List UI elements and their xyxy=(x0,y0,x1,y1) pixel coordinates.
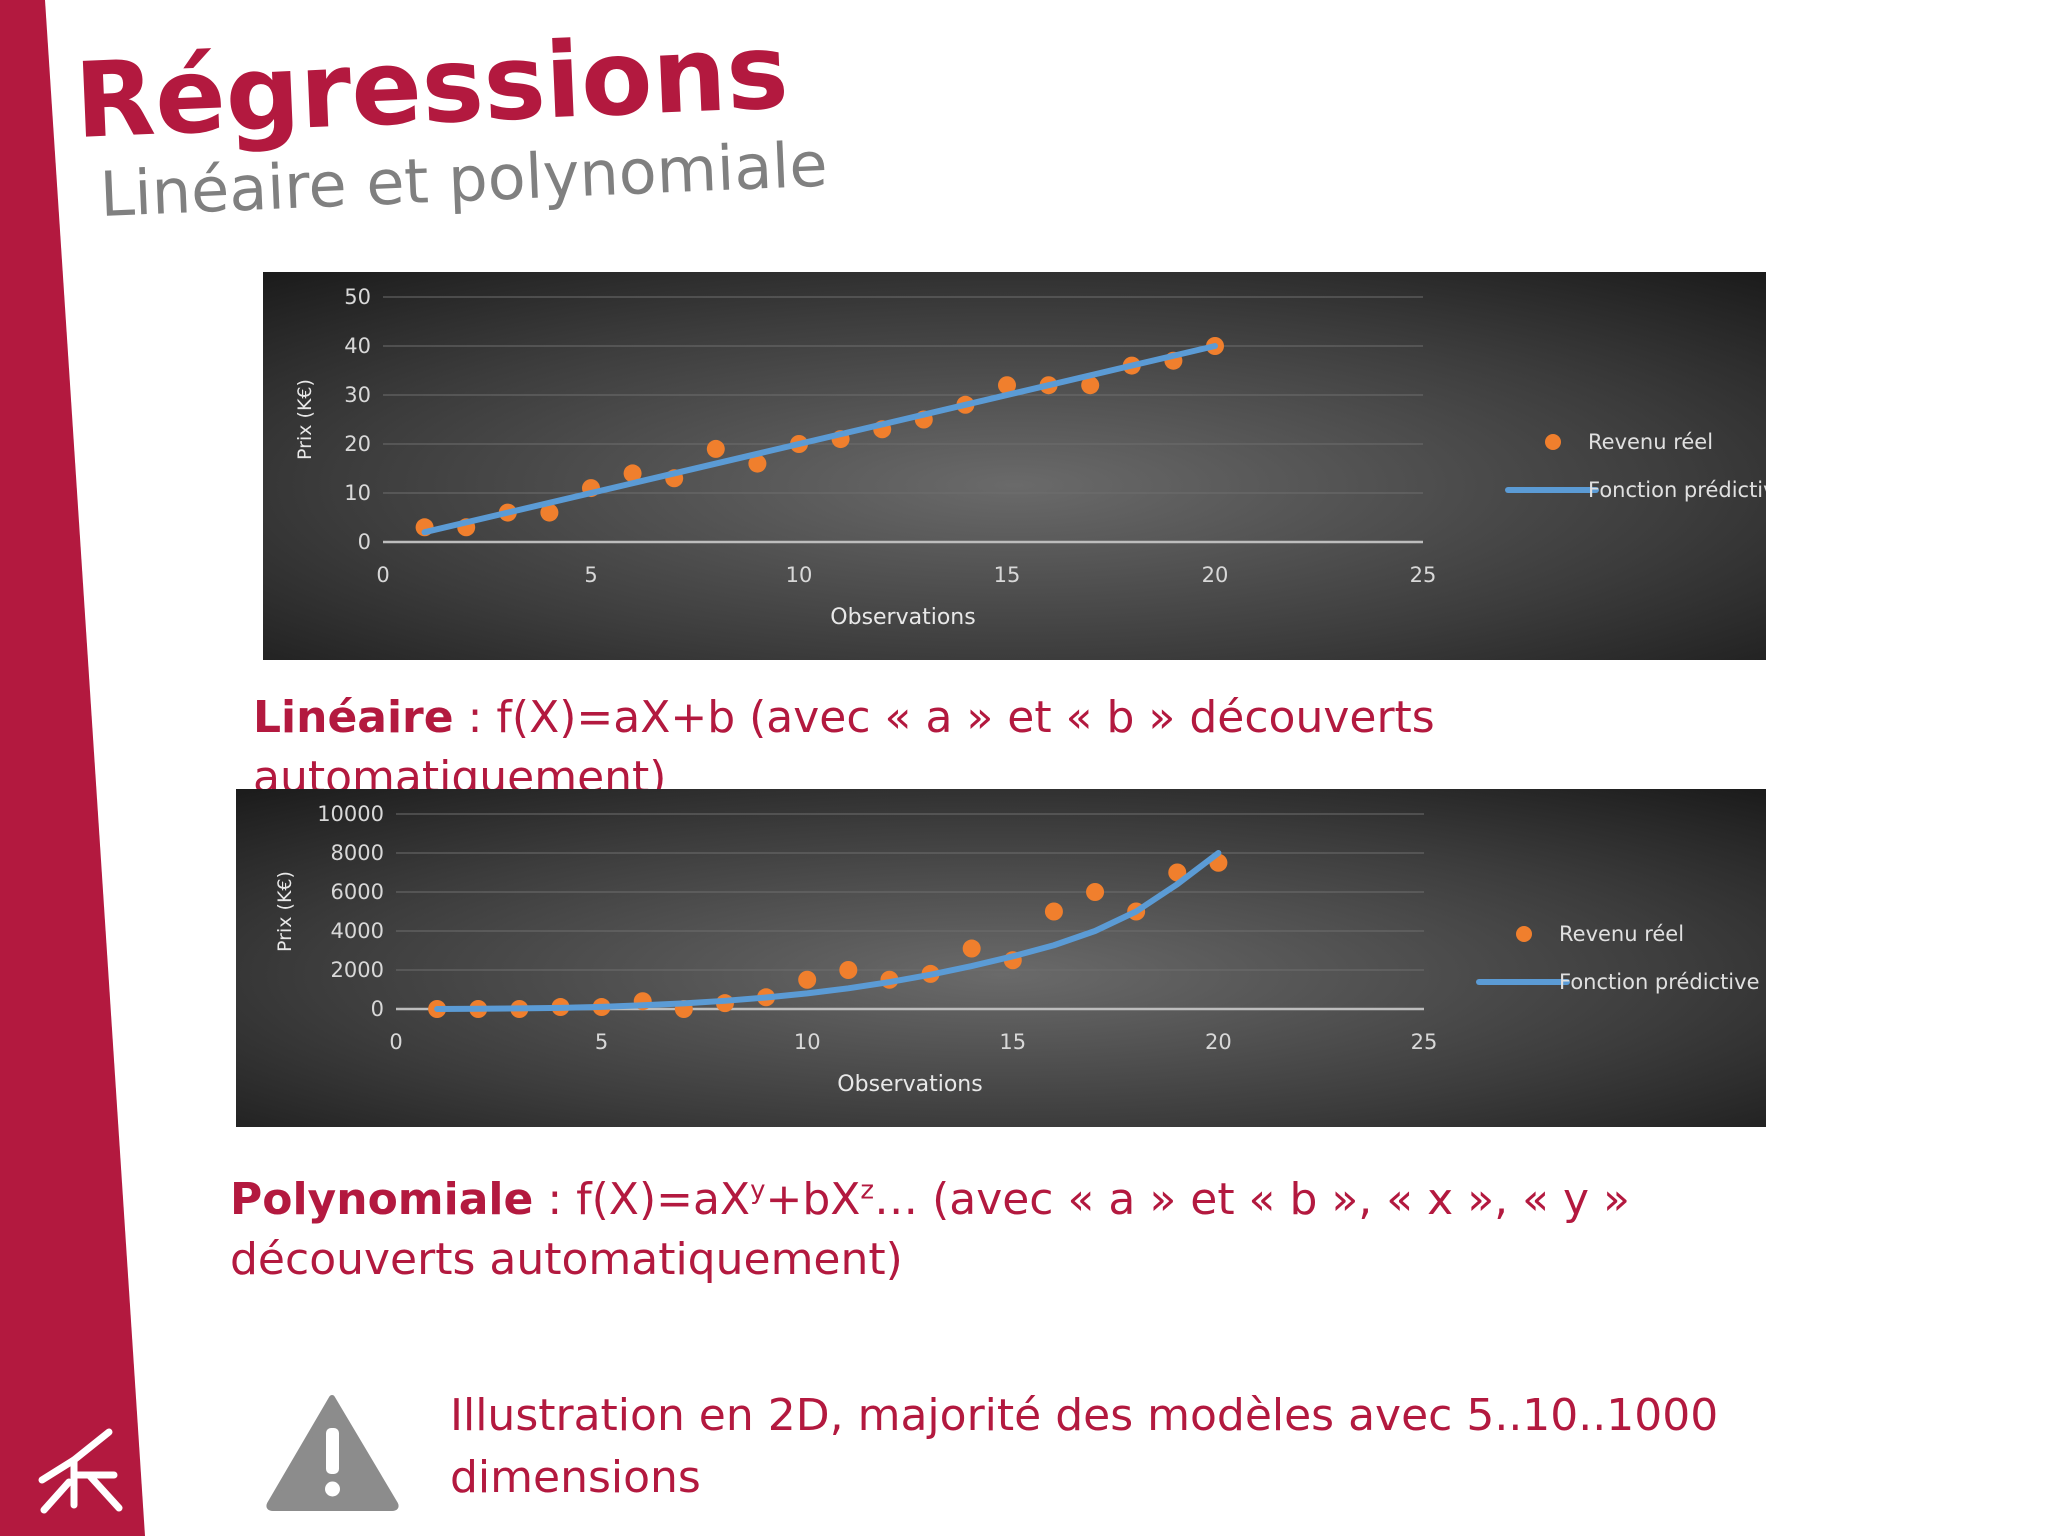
y-tick-label: 8000 xyxy=(331,841,384,865)
polynomial-caption-sup2: z xyxy=(860,1175,875,1206)
prediction-line xyxy=(434,850,1222,1012)
y-tick-label: 40 xyxy=(344,334,371,358)
data-point xyxy=(1081,376,1100,395)
prediction-line xyxy=(421,343,1218,536)
y-axis-label: Prix (K€) xyxy=(274,871,296,952)
data-point xyxy=(962,939,981,958)
x-tick-label: 20 xyxy=(1202,563,1229,587)
data-point xyxy=(748,454,767,473)
data-point xyxy=(1044,902,1063,921)
y-tick-label: 30 xyxy=(344,383,371,407)
y-tick-label: 2000 xyxy=(331,958,384,982)
x-tick-label: 15 xyxy=(994,563,1021,587)
y-tick-label: 50 xyxy=(344,285,371,309)
linear-chart: 0 10 20 30 40 50 0 5 10 15 20 25 Observations Prix (K… xyxy=(263,272,1766,660)
data-point xyxy=(1168,863,1187,882)
data-point xyxy=(706,439,725,458)
legend-label-line: Fonction prédictive xyxy=(1588,478,1766,502)
y-tick-label: 10 xyxy=(344,481,371,505)
logo-icon xyxy=(38,1428,123,1514)
polynomial-caption: Polynomiale : f(X)=aXy+bXz… (avec « a » … xyxy=(230,1170,1790,1290)
y-tick-label: 20 xyxy=(344,432,371,456)
x-tick-label: 5 xyxy=(584,563,597,587)
legend-label-scatter: Revenu réel xyxy=(1559,922,1684,946)
y-tick-label: 4000 xyxy=(331,919,384,943)
x-tick-label: 25 xyxy=(1410,563,1437,587)
x-tick-label: 25 xyxy=(1411,1030,1438,1054)
data-point xyxy=(839,961,858,979)
y-tick-label: 6000 xyxy=(331,880,384,904)
polynomial-chart: 0 2000 4000 6000 8000 10000 0 5 10 15 20 25 Observat… xyxy=(236,789,1766,1127)
polynomial-caption-part1: : f(X)=aX xyxy=(533,1174,751,1225)
data-point xyxy=(798,970,817,989)
y-tick-label: 0 xyxy=(358,530,371,554)
polynomial-caption-label: Polynomiale xyxy=(230,1174,534,1225)
x-tick-label: 5 xyxy=(595,1030,608,1054)
polynomial-caption-part3: … (avec « a » et « b », « x », « y » déc… xyxy=(230,1174,1630,1285)
x-tick-label: 15 xyxy=(999,1030,1026,1054)
x-axis-label: Observations xyxy=(830,605,975,630)
x-axis-label: Observations xyxy=(837,1072,982,1097)
y-axis-label: Prix (K€) xyxy=(294,379,316,460)
x-tick-label: 10 xyxy=(794,1030,821,1054)
data-point xyxy=(623,464,642,483)
y-tick-label: 0 xyxy=(371,997,384,1021)
data-point xyxy=(998,376,1016,395)
x-tick-label: 0 xyxy=(389,1030,402,1054)
note-text: Illustration en 2D, majorité des modèles… xyxy=(450,1390,1719,1503)
y-tick-label: 10000 xyxy=(317,802,384,826)
data-point xyxy=(1086,883,1105,901)
legend-marker-scatter xyxy=(1516,926,1532,942)
legend-marker-scatter xyxy=(1545,434,1561,450)
legend-label-scatter: Revenu réel xyxy=(1588,430,1713,454)
x-tick-label: 0 xyxy=(376,563,389,587)
polynomial-chart-svg: 0 2000 4000 6000 8000 10000 0 5 10 15 20 25 Observat… xyxy=(236,789,1766,1127)
chart-background xyxy=(263,272,1766,660)
linear-caption-label: Linéaire xyxy=(253,692,454,743)
linear-chart-svg: 0 10 20 30 40 50 0 5 10 15 20 25 Observations Prix (K… xyxy=(263,272,1766,660)
polynomial-caption-sup1: y xyxy=(750,1175,766,1206)
linear-caption: Linéaire : f(X)=aX+b (avec « a » et « b … xyxy=(253,688,1853,808)
x-tick-label: 10 xyxy=(786,563,813,587)
linear-caption-formula: : f(X)=aX+b (avec « a » et « b » découve… xyxy=(253,692,1435,803)
x-tick-label: 20 xyxy=(1205,1030,1232,1054)
legend-label-line: Fonction prédictive xyxy=(1559,970,1759,994)
polynomial-caption-part2: +bX xyxy=(765,1174,861,1225)
data-point xyxy=(540,503,559,522)
warning-icon xyxy=(266,1395,399,1511)
